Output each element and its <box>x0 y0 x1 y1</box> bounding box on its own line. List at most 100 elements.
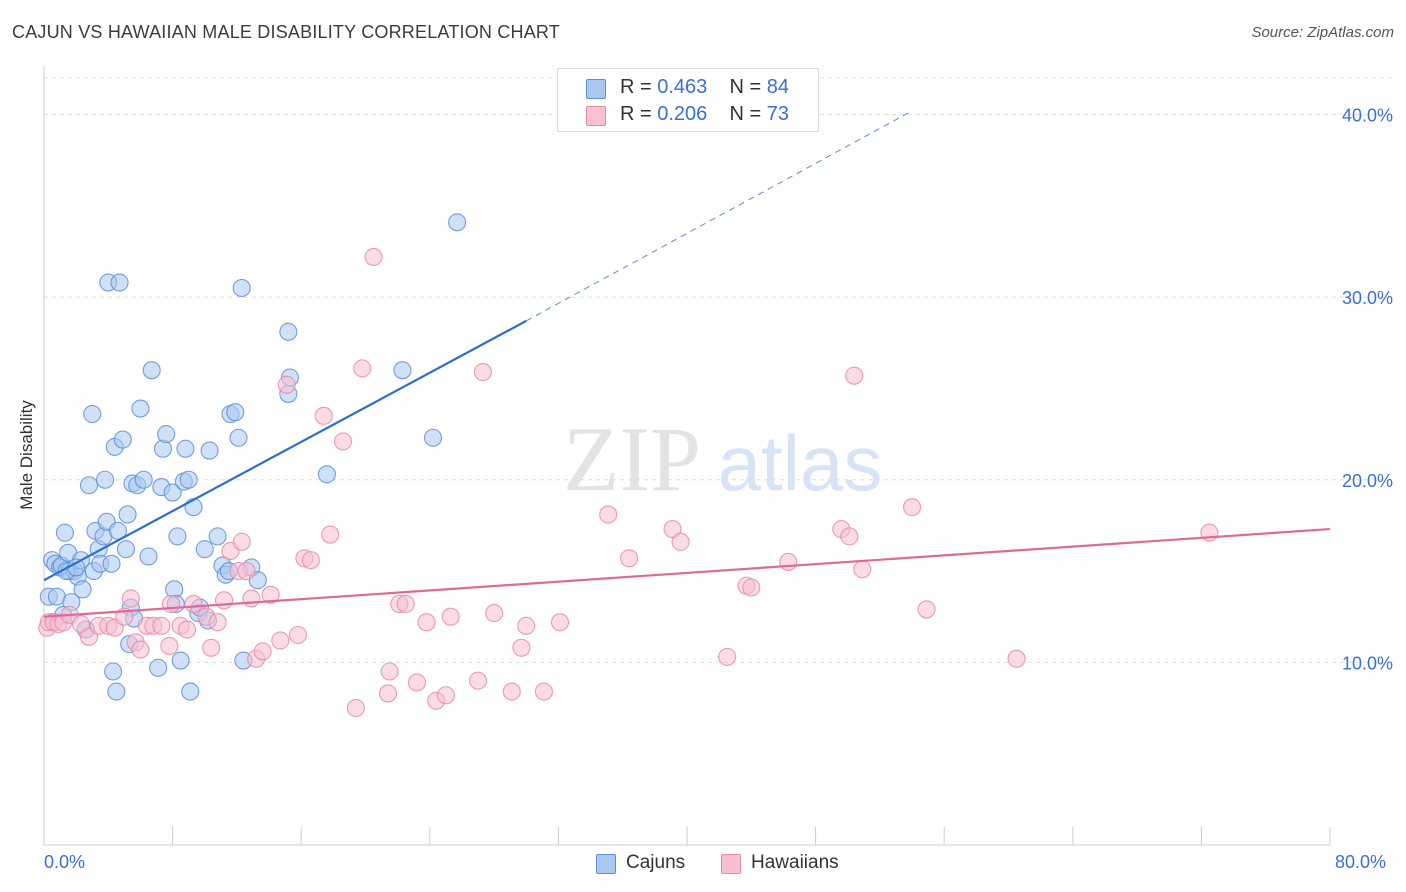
cajun-point <box>171 651 190 670</box>
cajun-point <box>184 498 203 517</box>
cajun-point <box>83 404 102 424</box>
hawaiians-swatch <box>721 854 741 874</box>
hawaiian-point <box>184 594 203 613</box>
cajun-point <box>113 430 132 449</box>
watermark-zip: ZIP <box>563 408 701 510</box>
cajun-point <box>55 523 74 542</box>
cajuns-swatch <box>586 79 606 99</box>
hawaiian-point <box>271 631 290 650</box>
cajun-point <box>168 527 187 546</box>
cajun-point <box>181 682 200 701</box>
hawaiian-point <box>364 247 383 267</box>
r-label: R = <box>620 76 658 98</box>
n-value-hawaiians: 73 <box>766 103 790 125</box>
n-label: N = <box>729 103 767 125</box>
x-tick-label-max: 80.0% <box>1335 852 1387 872</box>
r-value-hawaiians: 0.206 <box>657 103 708 125</box>
hawaiian-point <box>517 616 536 635</box>
chart-title: CAJUN VS HAWAIIAN MALE DISABILITY CORREL… <box>12 22 560 42</box>
cajun-point <box>393 361 412 380</box>
cajun-point <box>96 470 115 489</box>
hawaiian-point <box>512 638 531 657</box>
cajun-point <box>153 439 173 458</box>
cajun-point <box>116 540 136 559</box>
hawaiian-point <box>779 552 798 571</box>
hawaiian-point <box>346 698 365 718</box>
hawaiian-point <box>917 600 936 619</box>
cajun-point <box>104 662 123 681</box>
y-tick-label: 30.0% <box>1342 288 1393 308</box>
hawaiian-point <box>178 620 197 639</box>
cajun-point <box>163 483 182 502</box>
watermark-atlas: atlas <box>718 419 883 507</box>
hawaiian-point <box>321 525 340 544</box>
hawaiian-point <box>301 551 320 570</box>
hawaiian-point <box>71 614 91 634</box>
cajun-point <box>67 558 86 577</box>
cajun-point <box>195 540 214 559</box>
cajun-point <box>131 399 150 418</box>
cajun-point <box>179 470 198 489</box>
y-axis-label: Male Disability <box>17 400 36 510</box>
source-label: Source: ZipAtlas.com <box>1251 24 1394 41</box>
y-tick-label: 40.0% <box>1342 106 1393 126</box>
hawaiian-point <box>380 662 399 681</box>
hawaiian-point <box>314 406 333 425</box>
hawaiian-point <box>840 527 859 546</box>
hawaiian-point <box>417 613 436 632</box>
hawaiian-point <box>214 591 234 610</box>
hawaiian-point <box>237 562 256 581</box>
hawaiian-point <box>161 594 181 613</box>
hawaiian-point <box>288 625 308 645</box>
hawaiian-point <box>436 686 455 705</box>
cajun-point <box>317 465 336 484</box>
hawaiian-point <box>242 589 261 608</box>
y-tick-label: 10.0% <box>1342 653 1393 673</box>
hawaiian-point <box>902 498 922 517</box>
cajun-trend-line <box>43 319 527 582</box>
n-value-cajuns: 84 <box>766 76 790 98</box>
hawaiian-point <box>253 642 272 661</box>
hawaiian-point <box>473 362 492 382</box>
hawaiian-point <box>333 432 353 451</box>
cajun-point <box>229 428 248 447</box>
hawaiian-trend-line <box>43 527 1331 618</box>
cajun-point <box>110 273 129 292</box>
cajun-point <box>73 580 92 599</box>
hawaiian-point <box>485 604 504 623</box>
hawaiians-swatch <box>586 106 606 126</box>
cajun-point <box>157 425 176 444</box>
hawaiian-point <box>845 366 864 385</box>
hawaiian-point <box>152 616 171 635</box>
hawaiian-point <box>1007 649 1026 668</box>
cajun-point <box>200 441 219 460</box>
hawaiian-point <box>853 560 872 579</box>
cajun-point <box>149 658 168 677</box>
cajun-point <box>139 547 158 566</box>
hawaiian-point <box>550 613 570 632</box>
cajun-point <box>79 476 99 495</box>
hawaiian-point <box>534 682 553 701</box>
hawaiian-point <box>671 532 690 551</box>
hawaiian-point <box>502 682 521 701</box>
cajun-point <box>226 403 245 422</box>
hawaiian-point <box>599 505 618 524</box>
cajun-point <box>107 682 126 701</box>
hawaiian-point <box>663 520 682 539</box>
hawaiian-point <box>131 640 150 659</box>
cajun-trend-extension <box>526 110 913 322</box>
hawaiian-point <box>441 607 460 626</box>
cajun-point <box>208 527 227 546</box>
hawaiian-point <box>353 359 372 378</box>
cajuns-swatch <box>596 854 616 874</box>
hawaiian-point <box>407 673 426 692</box>
cajun-point <box>232 278 251 298</box>
hawaiians-label: Hawaiians <box>751 852 839 873</box>
hawaiian-point <box>468 671 488 690</box>
cajun-point <box>134 470 153 489</box>
hawaiian-point <box>261 585 280 604</box>
cajun-point <box>279 322 298 341</box>
hawaiian-point <box>396 594 415 613</box>
hawaiian-point <box>160 636 179 655</box>
